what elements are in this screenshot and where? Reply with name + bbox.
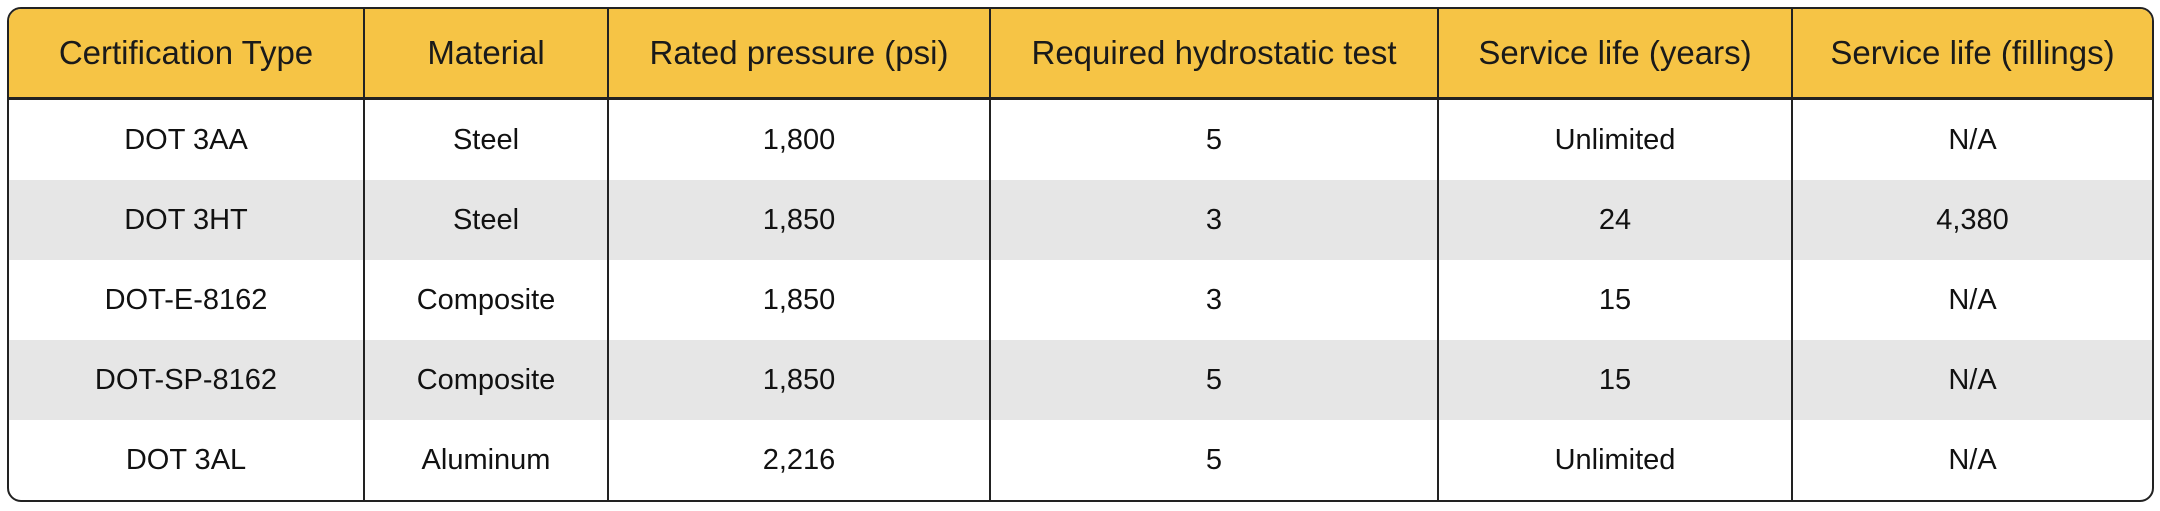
table-row: DOT-E-8162 Composite 1,850 3 15 N/A — [9, 260, 2152, 340]
table-cell: Steel — [364, 180, 609, 260]
table-cell: DOT-SP-8162 — [9, 340, 365, 420]
table-cell: N/A — [1948, 443, 1997, 476]
table-cell: DOT 3AL — [9, 420, 365, 500]
table-cell: 5 — [990, 420, 1439, 500]
table-cell: 1,800 — [608, 98, 991, 180]
table-cell: Aluminum — [364, 420, 609, 500]
header-row: Certification Type Material Rated pressure… — [9, 9, 2152, 100]
table-cell: DOT 3AA — [9, 98, 365, 180]
table-cell: Unlimited — [1438, 98, 1793, 180]
header-cell: Service life (fillings) — [1792, 9, 2152, 100]
table-cell: 1,850 — [608, 340, 991, 420]
table-cell: Composite — [364, 340, 609, 420]
table-row: DOT 3HT Steel 1,850 3 24 4,380 — [9, 180, 2152, 260]
header-cell: Certification Type — [9, 9, 365, 100]
table-row: DOT-SP-8162 Composite 1,850 5 15 N/A — [9, 340, 2152, 420]
table-cell: Steel — [364, 98, 609, 180]
table-cell: N/A — [1948, 123, 1997, 156]
table-cell: 15 — [1438, 260, 1793, 340]
table-row: DOT 3AL Aluminum 2,216 5 Unlimited N/A — [9, 420, 2152, 500]
table-cell: Composite — [364, 260, 609, 340]
table-cell: 1,850 — [608, 260, 991, 340]
table-cell: 3 — [990, 180, 1439, 260]
table: Certification Type Material Rated pressure… — [9, 9, 2152, 500]
table-cell: 5 — [990, 340, 1439, 420]
table-cell: 4,380 — [1792, 180, 2152, 260]
table-cell: 15 — [1438, 340, 1793, 420]
header-cell: Required hydrostatic test — [990, 9, 1439, 100]
table-cell: 24 — [1438, 180, 1793, 260]
header-cell: Material — [364, 9, 609, 100]
table-cell: N/A — [1948, 283, 1997, 316]
table-cell: 2,216 — [608, 420, 991, 500]
header-cell: Rated pressure (psi) — [608, 9, 991, 100]
table-cell: DOT-E-8162 — [9, 260, 365, 340]
table-row: DOT 3AA Steel 1,800 5 Unlimited N/A — [9, 98, 2152, 180]
table-cell: N/A — [1792, 340, 2152, 420]
table-cell: 3 — [990, 260, 1439, 340]
table-frame: Certification Type Material Rated pressure… — [7, 7, 2154, 502]
header-cell: Service life (years) — [1438, 9, 1793, 100]
table-cell: Unlimited — [1438, 420, 1793, 500]
table-cell: 1,850 — [608, 180, 991, 260]
table-cell: 5 — [990, 98, 1439, 180]
table-cell: DOT 3HT — [9, 180, 365, 260]
